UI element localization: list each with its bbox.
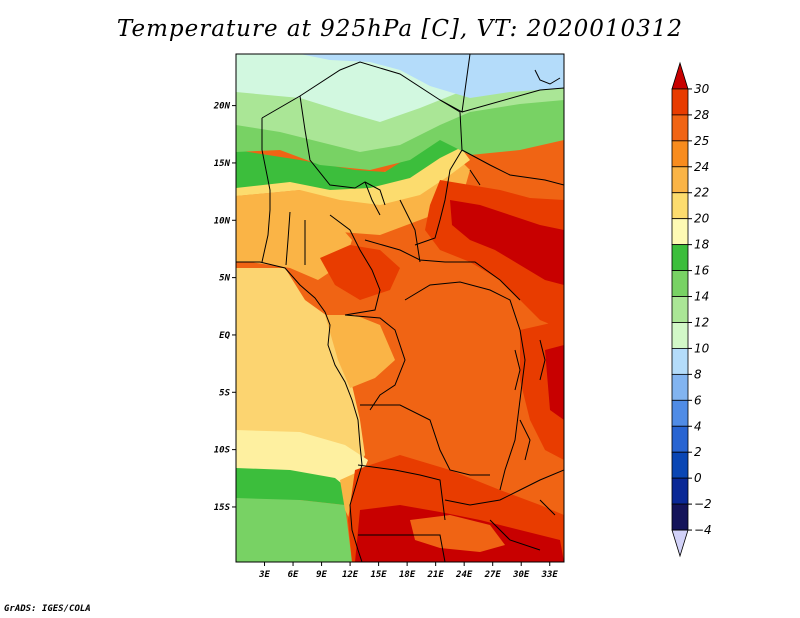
colorbar-swatch [671, 270, 689, 297]
field-east-30 [450, 200, 564, 285]
border-drc-east [499, 329, 526, 491]
colorbar-swatch [671, 88, 689, 116]
colorbar-label: 28 [694, 108, 710, 122]
lon-label: 27E [484, 570, 502, 580]
latitude-axis: 20N 15N 10N 5N EQ 5S 10S 15S [213, 102, 236, 513]
colorbar-label: 30 [694, 82, 710, 96]
colorbar-label: 2 [694, 445, 702, 459]
lon-label: 6E [288, 570, 299, 580]
colorbar-label: 25 [694, 134, 709, 148]
border-sudan [461, 87, 564, 186]
border-drc-north [404, 281, 521, 331]
colorbar-swatch [671, 61, 689, 90]
field-se-30 [545, 345, 564, 420]
lat-label: 15S [214, 503, 231, 513]
lat-label: 10N [214, 216, 231, 226]
border-southern [358, 519, 541, 562]
colorbar-swatch [671, 529, 689, 558]
colorbar-label: 18 [694, 238, 710, 252]
lon-label: 3E [258, 570, 270, 580]
colorbar-swatch [671, 218, 689, 246]
temperature-field [236, 54, 564, 562]
colorbar-label: 8 [694, 367, 702, 381]
colorbar-swatch [671, 503, 689, 531]
colorbar-swatch [671, 192, 689, 220]
grads-credit: GrADS: IGES/COLA [4, 604, 91, 614]
lat-label: 5S [219, 388, 230, 398]
border-zambia [444, 469, 564, 506]
field-green-14-north [236, 95, 564, 170]
colorbar-label: 12 [694, 315, 709, 329]
border-angola [357, 404, 490, 521]
field-green-16-south [236, 468, 352, 505]
colorbar-swatch [671, 322, 689, 349]
colorbar-label: 22 [694, 186, 709, 200]
map-frame [235, 53, 565, 563]
country-boundaries [236, 54, 564, 562]
border-north [261, 54, 471, 119]
colorbar-label: 6 [694, 393, 702, 407]
colorbar-label: 20 [694, 212, 710, 226]
border-cameroon [329, 214, 381, 316]
colorbar-label: 4 [694, 419, 702, 433]
border-east-lakes [514, 339, 556, 516]
lon-label: 15E [370, 570, 387, 580]
colorbar-swatch [671, 296, 689, 323]
field-blue-8 [300, 54, 564, 98]
longitude-axis: 3E 6E 9E 12E 15E 18E 21E 24E 27E 30E 33E [258, 562, 558, 580]
border-niger [261, 95, 386, 210]
lat-label: 15N [214, 159, 231, 169]
border-congo [344, 314, 406, 411]
colorbar-label: 10 [694, 341, 710, 355]
field-green-14-south [236, 498, 352, 562]
field-chad-28 [320, 245, 400, 300]
field-sahel-20 [236, 140, 470, 205]
field-green-16-north [236, 138, 460, 190]
lat-label: 5N [219, 274, 230, 284]
field-green-12-north [236, 80, 564, 152]
colorbar-swatch [671, 140, 689, 168]
colorbar-label: 0 [694, 471, 702, 485]
colorbar-swatch [671, 451, 689, 479]
colorbar-label: −4 [694, 523, 712, 537]
field-zambia-25 [410, 515, 505, 552]
coastline-red-sea [534, 69, 561, 85]
colorbar-swatch [671, 166, 689, 194]
colorbar-swatch [671, 348, 689, 375]
colorbar-label: 16 [694, 264, 710, 278]
map-title: Temperature at 925hPa [C], VT: 202001031… [116, 16, 684, 42]
colorbar-label: 24 [694, 160, 709, 174]
border-chad [414, 99, 463, 246]
border-car [364, 239, 521, 301]
lon-label: 30E [512, 570, 530, 580]
lon-label: 24E [455, 570, 473, 580]
colorbar-label: −2 [694, 497, 712, 511]
field-gabon [325, 315, 395, 388]
border-sahel-east [364, 169, 481, 263]
colorbar-swatch [671, 114, 689, 142]
colorbar-swatch [671, 399, 689, 427]
lon-label: 21E [427, 570, 445, 580]
lat-label: 10S [214, 446, 231, 456]
lon-label: 33E [541, 570, 559, 580]
colorbar-label: 14 [694, 290, 709, 304]
colorbar-swatch [671, 244, 689, 271]
border-west-coast-states [261, 209, 306, 266]
lat-label: 20N [213, 102, 231, 112]
colorbar-swatch [671, 425, 689, 453]
lat-label: EQ [219, 331, 230, 341]
coastline-west-africa [236, 261, 363, 562]
lon-label: 18E [399, 570, 416, 580]
colorbar-swatch [671, 477, 689, 505]
colorbar-swatch [671, 373, 689, 401]
lon-label: 12E [342, 570, 359, 580]
lon-label: 9E [316, 570, 327, 580]
